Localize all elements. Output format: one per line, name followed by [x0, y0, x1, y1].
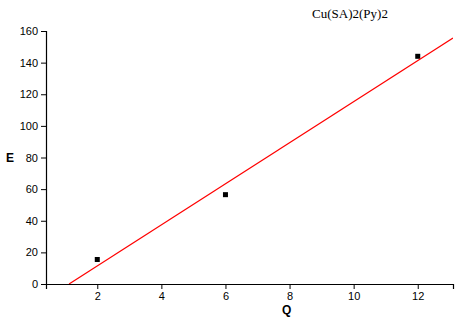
tick: 100: [20, 120, 46, 132]
tick-label: 6: [223, 290, 229, 302]
tick: 6: [223, 284, 229, 302]
tick-mark: [41, 31, 46, 32]
tick-mark: [41, 284, 46, 285]
point: [415, 54, 420, 59]
point: [223, 192, 228, 197]
tick-mark: [97, 284, 98, 289]
tick: 120: [20, 88, 46, 100]
tick: 0: [32, 278, 46, 290]
tick-mark: [41, 63, 46, 64]
tick-mark: [161, 284, 162, 289]
axis-line: [47, 285, 454, 290]
y-axis: 0 20 40 60 80 100 120 140 160: [20, 25, 47, 290]
tick: 12: [412, 284, 424, 302]
tick-mark: [41, 189, 46, 190]
tick-label: 160: [20, 25, 38, 37]
y-axis-title: E: [6, 151, 14, 165]
tick-label: 2: [95, 290, 101, 302]
tick-label: 8: [287, 290, 293, 302]
tick-label: 20: [26, 246, 38, 258]
tick: 60: [26, 183, 46, 195]
x-axis: 2 4 6 8 10 12: [47, 284, 454, 302]
tick-mark: [41, 126, 46, 127]
chart: 24681012020406080100120140160Cu(SA)2(Py)…: [0, 0, 455, 320]
tick-mark: [418, 284, 419, 289]
tick-mark: [354, 284, 355, 289]
tick-label: 140: [20, 57, 38, 69]
tick: 140: [20, 57, 46, 69]
tick: 8: [287, 284, 293, 302]
tick-mark: [41, 158, 46, 159]
tick-mark: [225, 284, 226, 289]
tick-mark: [41, 221, 46, 222]
tick: 80: [26, 152, 46, 164]
tick-label: 80: [26, 152, 38, 164]
marks: [69, 38, 453, 284]
axis-line: [41, 32, 47, 285]
tick: 10: [348, 284, 360, 302]
tick-label: 40: [26, 215, 38, 227]
tick: 160: [20, 25, 46, 37]
point: [95, 257, 100, 262]
tick: 2: [95, 284, 101, 302]
tick-label: 100: [20, 120, 38, 132]
x-axis-title: Q: [282, 303, 291, 317]
tick-mark: [41, 94, 46, 95]
tick-label: 0: [32, 278, 38, 290]
tick-label: 4: [159, 290, 165, 302]
tick-mark: [41, 252, 46, 253]
tick-label: 120: [20, 88, 38, 100]
tick-label: 12: [412, 290, 424, 302]
plot-area: 24681012020406080100120140160: [20, 25, 454, 302]
tick-mark: [290, 284, 291, 289]
tick: 40: [26, 215, 46, 227]
tick-label: 60: [26, 183, 38, 195]
fit-line: [69, 38, 453, 284]
tick: 4: [159, 284, 165, 302]
tick-label: 10: [348, 290, 360, 302]
title: Cu(SA)2(Py)2: [312, 6, 388, 21]
tick: 20: [26, 246, 46, 258]
